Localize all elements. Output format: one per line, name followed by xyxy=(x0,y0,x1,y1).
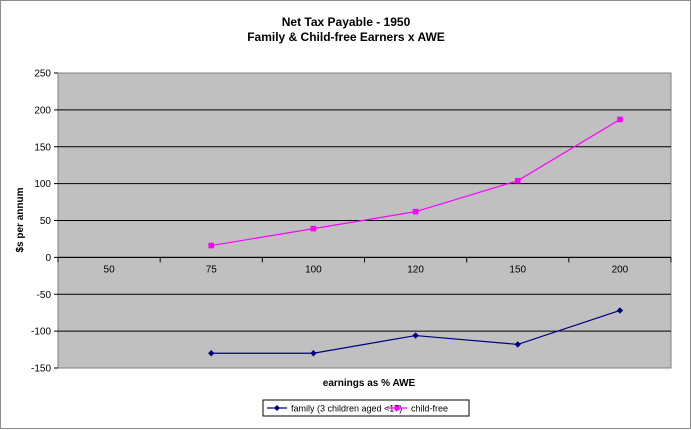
legend-item: child-free xyxy=(387,404,448,414)
x-axis-ticks: 50 75 100 120 150 200 xyxy=(57,256,672,275)
data-point xyxy=(208,242,215,249)
y-tick-label: 50 xyxy=(40,216,52,227)
y-tick-label: -50 xyxy=(37,290,52,301)
y-tick-label: 0 xyxy=(45,253,51,264)
y-tick-label: 150 xyxy=(34,142,51,153)
x-tick-label: 200 xyxy=(612,264,629,275)
legend: family (3 children aged <17) child-free xyxy=(262,399,470,417)
x-tick-label: 75 xyxy=(206,264,218,275)
chart-subtitle: Family & Child-free Earners x AWE xyxy=(247,30,445,44)
x-axis-label: earnings as % AWE xyxy=(323,378,416,389)
gridlines xyxy=(58,109,671,332)
legend-label: family (3 children aged <17) xyxy=(291,404,402,414)
data-point xyxy=(617,116,623,123)
data-point xyxy=(514,341,521,348)
legend-label: child-free xyxy=(411,404,448,414)
data-point xyxy=(412,208,419,215)
y-tick-label: 200 xyxy=(34,105,51,116)
data-point xyxy=(412,332,419,339)
y-tick-label: -150 xyxy=(31,364,51,375)
series-1 xyxy=(208,307,624,357)
data-point xyxy=(310,350,317,357)
series-layer xyxy=(208,116,624,357)
data-point xyxy=(208,350,215,357)
data-point xyxy=(514,177,521,184)
x-tick-label: 120 xyxy=(407,264,424,275)
legend-box xyxy=(262,399,470,417)
x-tick-label: 50 xyxy=(104,264,116,275)
data-point xyxy=(616,307,624,314)
x-tick-label: 150 xyxy=(509,264,526,275)
y-tick-label: 100 xyxy=(34,179,51,190)
series-2 xyxy=(208,116,623,249)
y-tick-label: 250 xyxy=(34,69,51,80)
y-axis-ticks: -150 -100 -50 0 50 100 150 200 250 xyxy=(31,69,58,375)
y-tick-label: -100 xyxy=(31,327,51,338)
x-tick-label: 100 xyxy=(305,264,322,275)
y-axis-label: $s per annum xyxy=(15,187,26,252)
legend-item: family (3 children aged <17) xyxy=(267,404,402,414)
legend-marker xyxy=(274,405,280,411)
data-point xyxy=(310,225,317,232)
legend-marker xyxy=(394,405,400,411)
chart-title: Net Tax Payable - 1950 xyxy=(282,15,411,29)
